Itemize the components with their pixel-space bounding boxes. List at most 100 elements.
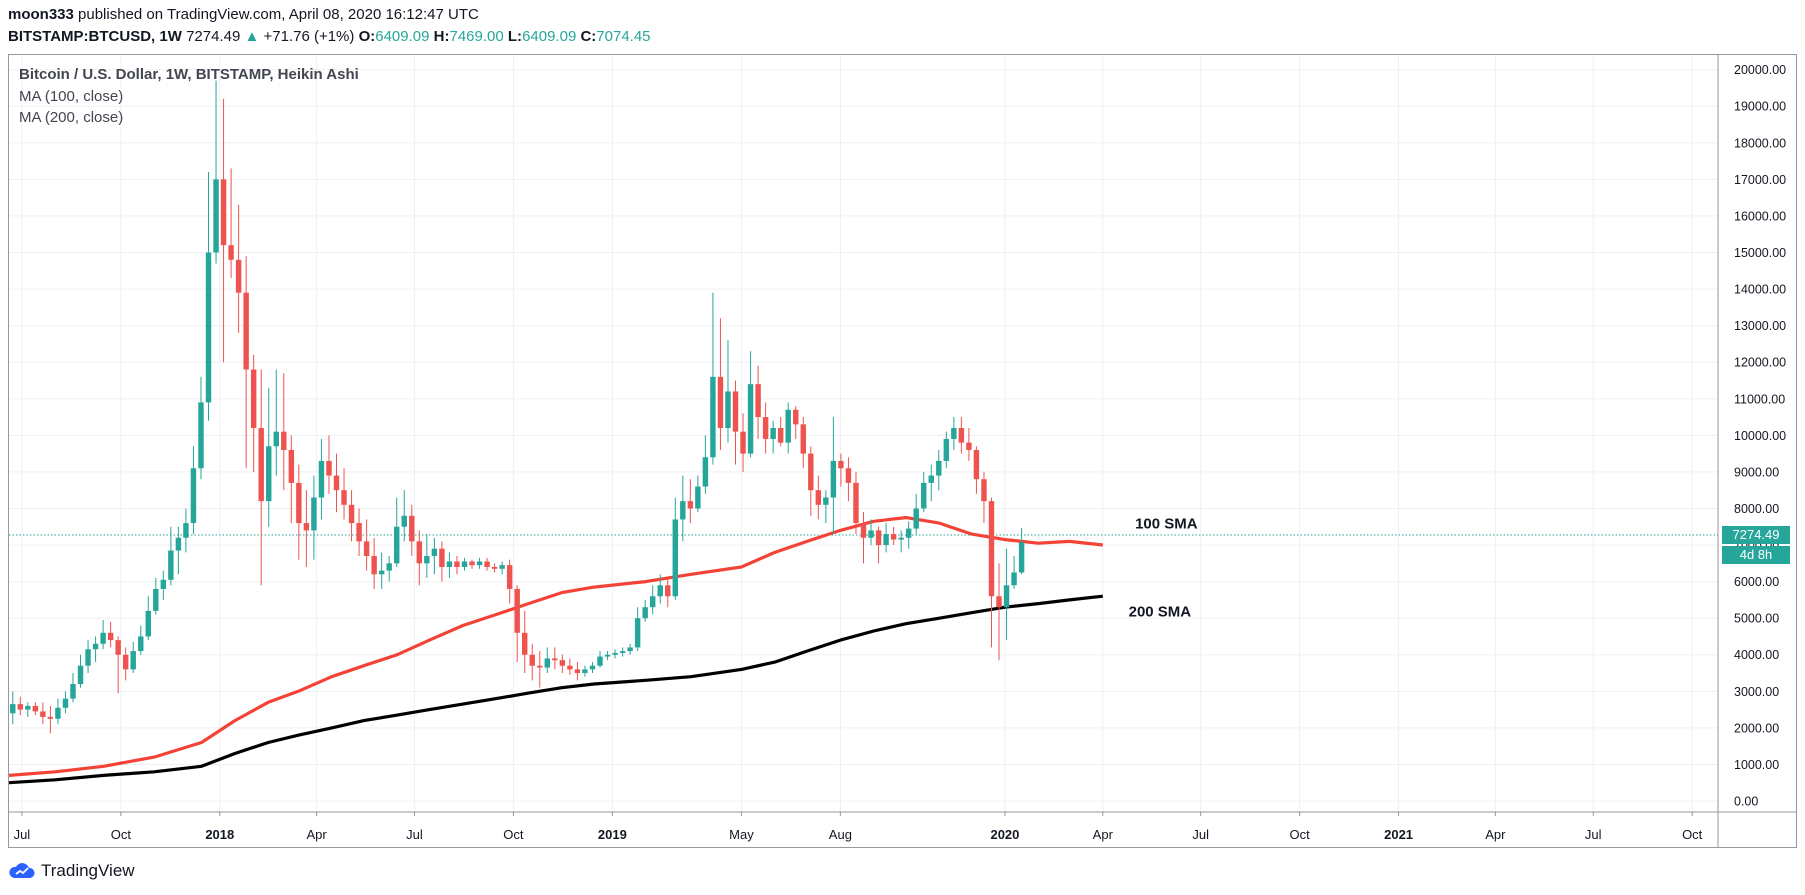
open-label: O:: [358, 28, 376, 45]
countdown-tag: 4d 8h: [1722, 546, 1790, 564]
candle-body: [830, 460, 837, 498]
y-tick-label: 9000.00: [1734, 465, 1779, 479]
candle-body: [951, 428, 957, 439]
candle-body: [228, 245, 234, 260]
candle-body: [529, 654, 535, 666]
candle-body: [100, 632, 106, 644]
candle-body: [936, 460, 942, 476]
candle-body: [318, 460, 325, 498]
candle-body: [281, 431, 287, 450]
candle-body: [145, 610, 151, 637]
x-tick-label: Apr: [1485, 827, 1506, 842]
legend-ma200[interactable]: MA (200, close): [19, 109, 124, 126]
candle-body: [454, 561, 460, 567]
x-tick-label: Aug: [829, 827, 852, 842]
tradingview-logo[interactable]: TradingView: [8, 861, 135, 881]
candle-body: [213, 179, 219, 253]
candle-body: [363, 541, 370, 557]
y-tick-label: 17000.00: [1734, 173, 1786, 187]
candle-body: [793, 409, 799, 425]
ohlc-line: BITSTAMP:BTCUSD, 1W 7274.49 ▲ +71.76 (+1…: [8, 28, 651, 45]
candle-body: [122, 654, 129, 670]
candle-body: [981, 479, 987, 502]
open-value: 6409.09: [375, 28, 430, 45]
x-tick-label: Jul: [1192, 827, 1209, 842]
candle-body: [657, 585, 663, 597]
candle-body: [311, 497, 317, 531]
candle-body: [943, 438, 950, 461]
candle-body: [499, 565, 505, 569]
candle-body: [55, 707, 61, 719]
x-tick-label: Oct: [1290, 827, 1311, 842]
candle-body: [190, 468, 197, 524]
candle-body: [619, 651, 626, 653]
candle-body: [243, 292, 249, 370]
y-tick-label: 18000.00: [1734, 136, 1786, 150]
candle-body: [175, 537, 182, 551]
candle-body: [25, 705, 31, 710]
candle-body: [424, 556, 430, 564]
candle-body: [853, 482, 859, 524]
candle-body: [341, 490, 347, 505]
y-tick-label: 10000.00: [1734, 429, 1786, 443]
y-tick-label: 11000.00: [1734, 392, 1785, 406]
candle-body: [687, 501, 694, 509]
candle-body: [356, 523, 362, 542]
annotation-label: 100 SMA: [1135, 516, 1198, 533]
candle-body: [672, 519, 678, 597]
low-value: 6409.09: [522, 28, 577, 45]
candle-body: [627, 647, 633, 652]
last-price: 7274.49: [186, 28, 241, 45]
high-label: H:: [433, 28, 450, 45]
legend-ma100[interactable]: MA (100, close): [19, 88, 124, 105]
candle-body: [77, 665, 84, 685]
candle-body: [770, 428, 776, 439]
candle-body: [762, 417, 769, 439]
candle-body: [409, 515, 415, 542]
candle-body: [273, 431, 279, 447]
x-tick-label: Oct: [1682, 827, 1703, 842]
candle-body: [115, 640, 121, 655]
candle-body: [130, 651, 136, 670]
candle-body: [17, 704, 24, 710]
candle-body: [62, 698, 69, 708]
candle-body: [890, 534, 897, 540]
x-tick-label: Jul: [406, 827, 423, 842]
candle-body: [973, 449, 980, 480]
candle-body: [559, 660, 566, 666]
candle-body: [446, 561, 453, 567]
chart-frame: [8, 54, 1797, 848]
candle-body: [597, 656, 603, 666]
author-name[interactable]: moon333: [8, 6, 74, 23]
candle-body: [898, 537, 904, 540]
candle-body: [258, 428, 264, 502]
last-price-tag: 7274.49: [1722, 526, 1790, 544]
candle-body: [988, 501, 995, 597]
candle-body: [205, 252, 212, 403]
candle-body: [266, 446, 272, 502]
candle-body: [288, 449, 295, 483]
candle-body: [996, 596, 1002, 608]
x-tick-label: May: [729, 827, 754, 842]
y-tick-label: 12000.00: [1734, 356, 1786, 370]
candle-body: [394, 526, 400, 564]
candle-body: [40, 711, 46, 717]
ma-line-100-sma: [8, 516, 1103, 777]
candle-body: [250, 369, 257, 429]
candle-body: [85, 649, 91, 666]
published-text: published on TradingView.com, April 08, …: [73, 6, 479, 23]
candle-body: [642, 607, 648, 619]
y-tick-label: 20000.00: [1734, 63, 1786, 77]
candle-body: [785, 409, 791, 443]
candle-body: [47, 716, 54, 719]
candle-body: [567, 665, 573, 670]
candle-body: [378, 570, 385, 575]
candle-body: [823, 497, 829, 505]
y-tick-label: 2000.00: [1734, 721, 1779, 735]
candle-body: [680, 501, 686, 520]
low-label: L:: [507, 28, 523, 45]
candle-body: [469, 561, 475, 566]
candle-body: [198, 402, 204, 469]
y-tick-label: 14000.00: [1734, 283, 1786, 297]
